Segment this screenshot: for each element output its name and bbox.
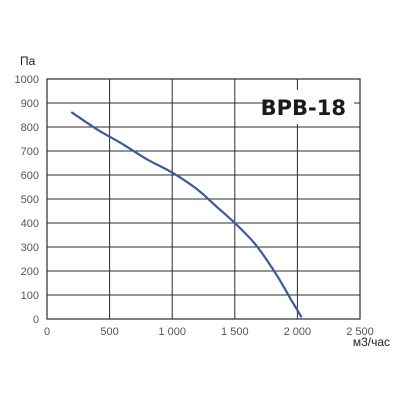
y-tick-label: 400	[21, 218, 39, 230]
tick-labels: 0 100 200 300 400 500 600 700 800 900 1000 0 500 1 00…	[15, 74, 374, 338]
y-tick-label: 200	[21, 266, 39, 278]
series-line	[70, 111, 303, 318]
y-axis-label: Па	[20, 54, 36, 68]
y-tick-label: 0	[33, 314, 39, 326]
x-tick-label: 2 500	[346, 326, 374, 338]
y-tick-label: 1000	[15, 74, 39, 86]
x-tick-label: 2 000	[284, 326, 312, 338]
y-tick-label: 300	[21, 242, 39, 254]
y-tick-label: 700	[21, 146, 39, 158]
x-tick-label: 500	[100, 326, 118, 338]
y-tick-label: 100	[21, 290, 39, 302]
plot-frame	[46, 78, 361, 320]
x-tick-label: 0	[44, 326, 50, 338]
chart-title: BPB-18	[261, 96, 346, 120]
y-tick-label: 600	[21, 170, 39, 182]
y-tick-label: 500	[21, 194, 39, 206]
y-tick-label: 900	[21, 98, 39, 110]
x-axis-label: м3/час	[353, 335, 390, 349]
title-backdrop	[268, 90, 354, 124]
series	[70, 111, 303, 318]
y-tick-label: 800	[21, 122, 39, 134]
x-tick-label: 1 500	[221, 326, 249, 338]
x-tick-label: 1 000	[158, 326, 186, 338]
